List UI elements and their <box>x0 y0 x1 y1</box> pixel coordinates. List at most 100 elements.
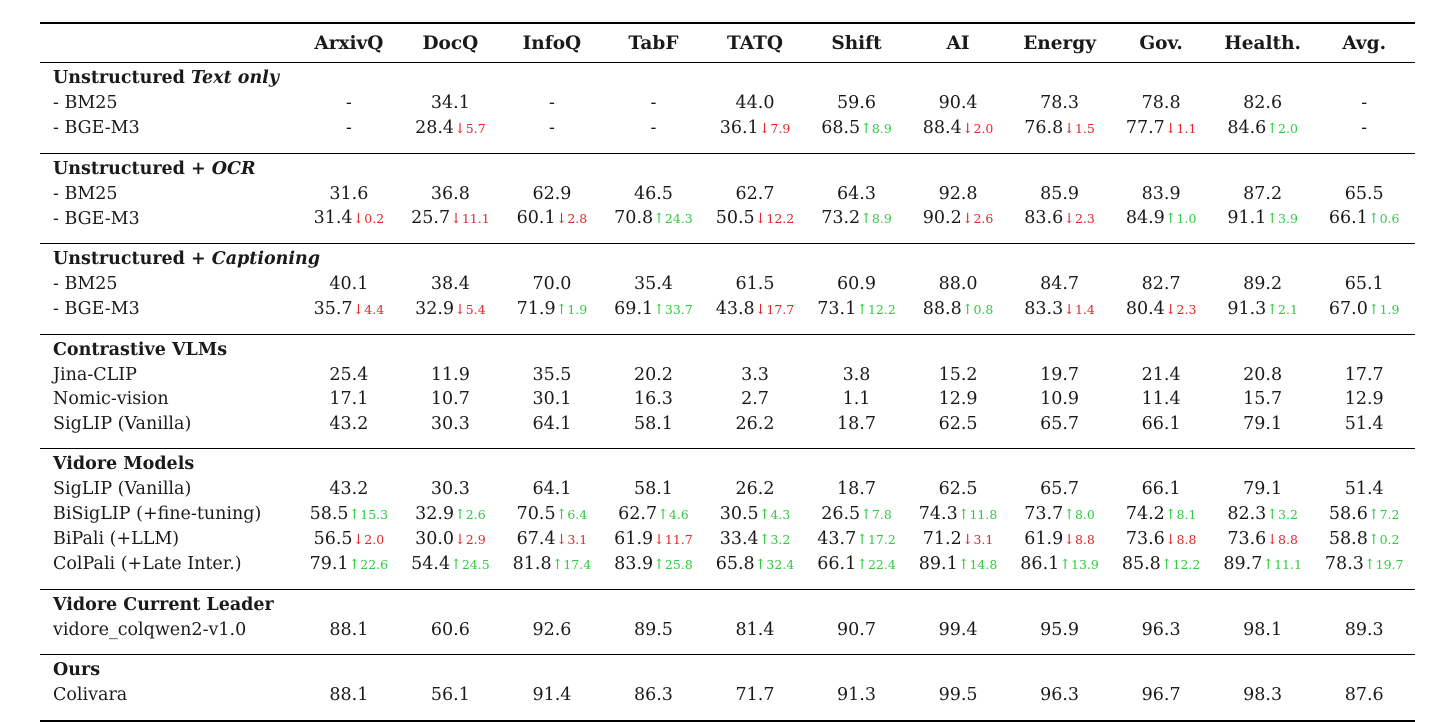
table-cell: 26.2 <box>704 477 806 502</box>
cell-value: 74.2 <box>1125 503 1165 524</box>
delta-value: 1.1 <box>1176 120 1197 136</box>
cell-value: 70.5 <box>516 503 556 524</box>
table-cell: 30.5↑4.3 <box>704 502 806 527</box>
column-header: Energy <box>1023 32 1096 54</box>
delta-value: 11.7 <box>664 531 693 547</box>
table-row: ColPali (+Late Inter.) 79.1↑22.6 54.4↑24.5… <box>40 552 1415 577</box>
delta-value: 8.1 <box>1176 506 1197 522</box>
delta-value: 8.0 <box>1074 506 1095 522</box>
cell-value: 90.7 <box>837 619 876 640</box>
row-label: SigLIP (Vanilla) <box>53 479 192 500</box>
table-cell: 2.7 <box>704 387 806 412</box>
delta-value: 17.7 <box>766 301 795 317</box>
cell-value: 33.4 <box>719 528 759 549</box>
table-cell: 25.4 <box>298 363 400 388</box>
cell-value: 16.3 <box>633 389 673 410</box>
delta-value: 1.0 <box>1176 211 1197 226</box>
table-cell: 16.3 <box>603 387 705 412</box>
table-cell: 82.7 <box>1110 272 1212 297</box>
cell-value: - <box>650 118 657 138</box>
row-label: - BGE-M3 <box>53 208 140 229</box>
cell-value: 88.1 <box>329 685 369 706</box>
table-cell: 64.1 <box>501 412 603 437</box>
cell-value: 96.7 <box>1141 685 1181 706</box>
delta-up: ↑0.8 <box>962 302 994 318</box>
section-title: Vidore Models <box>40 449 1415 478</box>
cell-value: 79.1 <box>1243 413 1283 434</box>
arrow-down-icon: ↓ <box>352 301 365 318</box>
group-spacer-cell <box>40 577 1415 590</box>
table-row: BiPali (+LLM) 56.5↓2.0 30.0↓2.9 67.4↓3.1 61.… <box>40 527 1415 552</box>
table-cell: 62.9 <box>501 182 603 207</box>
table-row: Jina-CLIP 25.4 11.9 35.5 20.2 3.3 3.8 15.2 19.7 2… <box>40 363 1415 388</box>
table-cell: 33.4↑3.2 <box>704 527 806 552</box>
cell-value: 61.9 <box>614 528 654 549</box>
delta-value: 2.6 <box>973 211 994 226</box>
section-title: Vidore Current Leader <box>40 589 1415 618</box>
table-cell: 60.1↓2.8 <box>501 206 603 231</box>
delta-value: 0.6 <box>1379 211 1400 226</box>
cell-value: 77.7 <box>1125 117 1165 138</box>
delta-value: 3.2 <box>770 531 791 547</box>
arrow-up-icon: ↑ <box>1063 506 1075 523</box>
delta-value: 4.3 <box>770 506 791 522</box>
cell-value: 83.9 <box>614 553 654 574</box>
table-cell: 60.6 <box>400 618 502 643</box>
cell-value: 69.1 <box>614 298 654 319</box>
cell-value: 67.4 <box>516 528 556 549</box>
arrow-down-icon: ↓ <box>1164 120 1177 137</box>
arrow-up-icon: ↑ <box>1367 531 1380 548</box>
table-row: - BM25 40.1 38.4 70.0 35.4 61.5 60.9 88.0 84.7 82… <box>40 272 1415 297</box>
table-cell: 83.9↑25.8 <box>603 552 705 577</box>
delta-up: ↑1.9 <box>1368 302 1400 318</box>
cell-value: 65.5 <box>1344 183 1384 204</box>
delta-up: ↑6.4 <box>556 507 588 523</box>
arrow-down-icon: ↓ <box>1063 211 1075 227</box>
arrow-up-icon: ↑ <box>1160 556 1173 573</box>
arrow-up-icon: ↑ <box>1363 556 1376 573</box>
arrow-down-icon: ↓ <box>758 120 771 137</box>
table-cell: 88.1 <box>298 618 400 643</box>
header-row: ArxivQ DocQ InfoQ TabF TATQ Shift AI Energy Gov.… <box>40 23 1415 63</box>
cell-value: 60.6 <box>430 619 470 640</box>
delta-up: ↑22.4 <box>856 557 896 573</box>
delta-up: ↑8.9 <box>860 121 892 137</box>
delta-value: 3.2 <box>1278 506 1298 522</box>
column-header: Health. <box>1224 32 1301 54</box>
cell-value: 36.8 <box>430 183 470 204</box>
table-cell: 91.1↑3.9 <box>1212 206 1314 231</box>
table-cell: 77.7↓1.1 <box>1110 116 1212 141</box>
table-cell: - <box>603 116 705 141</box>
cell-value: 46.5 <box>633 183 673 204</box>
cell-value: 36.1 <box>719 117 759 138</box>
delta-value: 4.4 <box>364 301 385 317</box>
cell-value: 88.0 <box>938 274 978 295</box>
delta-up: ↑8.0 <box>1063 506 1095 523</box>
cell-value: 86.3 <box>633 685 673 706</box>
delta-up: ↑7.2 <box>1368 507 1400 523</box>
cell-value: 35.5 <box>532 364 572 385</box>
cell-value: 96.3 <box>1141 619 1181 640</box>
cell-value: 87.6 <box>1344 685 1384 706</box>
table-cell: 89.3 <box>1313 618 1415 643</box>
delta-value: 12.2 <box>867 301 896 317</box>
delta-value: 4.6 <box>668 506 689 522</box>
table-cell: 18.7 <box>806 412 908 437</box>
cell-value: 85.9 <box>1040 183 1080 204</box>
table-cell: 80.4↓2.3 <box>1110 297 1212 322</box>
arrow-up-icon: ↑ <box>856 301 868 318</box>
cell-value: 10.9 <box>1040 389 1080 410</box>
delta-value: 17.2 <box>867 531 896 547</box>
cell-value: 70.8 <box>614 208 654 228</box>
table-cell: 96.7 <box>1110 683 1212 708</box>
arrow-up-icon: ↑ <box>1266 301 1279 318</box>
delta-value: 2.0 <box>364 531 385 547</box>
arrow-up-icon: ↑ <box>1266 211 1279 227</box>
cell-value: 20.2 <box>633 364 673 385</box>
table-cell: 66.1 <box>1110 477 1212 502</box>
cell-value: 62.7 <box>618 503 658 524</box>
cell-value: 79.1 <box>1243 479 1283 500</box>
table-cell: 30.0↓2.9 <box>400 527 502 552</box>
table-cell: 15.2 <box>907 363 1009 388</box>
table-cell: 95.9 <box>1009 618 1111 643</box>
